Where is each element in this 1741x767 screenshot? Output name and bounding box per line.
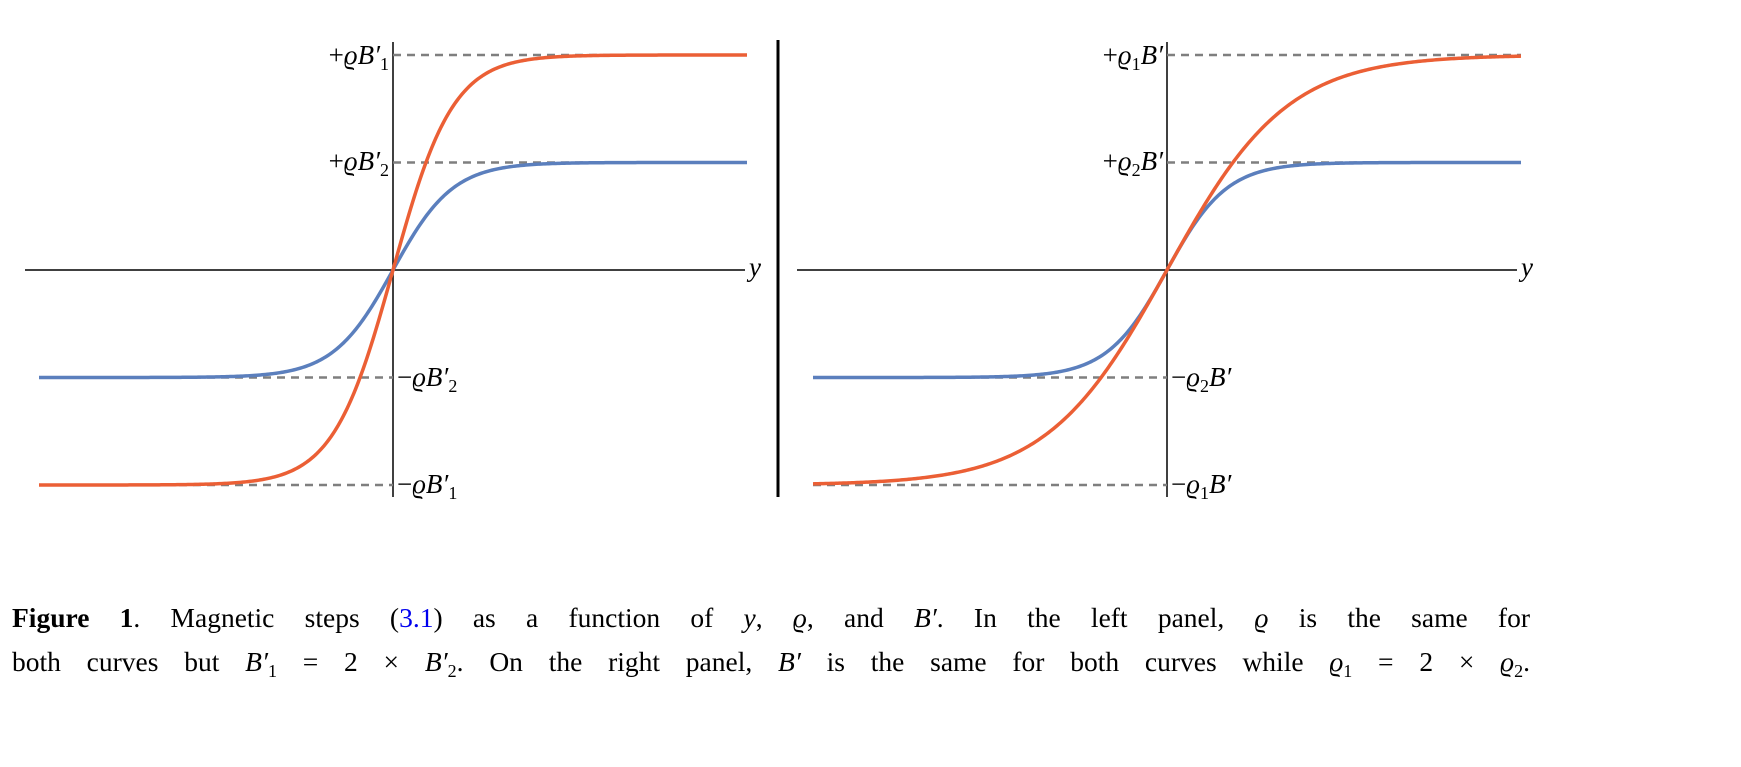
caption-label: Figure 1 <box>12 602 134 633</box>
text-fragment: B′ <box>1208 362 1232 392</box>
text-fragment: . <box>1523 646 1530 677</box>
text-fragment: ϱ <box>1117 40 1132 70</box>
text-fragment: B′ <box>1140 40 1163 70</box>
text-fragment: − <box>397 469 413 499</box>
figure-caption: Figure 1. Magnetic steps (3.1) as a func… <box>12 596 1530 684</box>
text-fragment: = 2 × <box>1352 646 1501 677</box>
label-right-pos2: +ϱ2B′ <box>1102 146 1163 180</box>
text-fragment: . In the left panel, <box>936 602 1255 633</box>
text-fragment: ϱ <box>1329 646 1344 677</box>
series-curve <box>39 53 747 487</box>
text-fragment: ϱB′ <box>343 40 380 70</box>
text-fragment: is the same for both curves while <box>800 646 1330 677</box>
text-fragment: 2 <box>448 376 458 396</box>
text-fragment: y <box>743 602 756 633</box>
text-fragment: − <box>1171 469 1187 499</box>
text-fragment: ϱB′ <box>412 469 449 499</box>
caption-line-2: both curves but B′1 = 2 × B′2. On the ri… <box>12 640 1530 684</box>
text-fragment: both curves but <box>12 646 246 677</box>
text-fragment: + <box>1102 146 1118 176</box>
text-fragment: ) as a function of <box>433 602 744 633</box>
text-fragment: . On the right panel, <box>456 646 779 677</box>
text-fragment: y <box>749 252 761 282</box>
text-fragment: + <box>1102 40 1118 70</box>
text-fragment: 1 <box>267 661 277 681</box>
label-right-neg2: −ϱ2B′ <box>1171 362 1232 396</box>
label-right-neg1: −ϱ1B′ <box>1171 469 1232 503</box>
text-fragment: ϱB′ <box>412 362 449 392</box>
label-left-neg2: −ϱB′2 <box>397 362 457 396</box>
text-fragment: , and <box>806 602 914 633</box>
series-curve <box>812 54 1522 486</box>
text-fragment: B′ <box>245 646 268 677</box>
text-fragment: B′ <box>424 646 448 677</box>
text-fragment: ϱB′ <box>343 146 380 176</box>
label-left-neg1: −ϱB′1 <box>397 469 457 503</box>
text-fragment: + <box>328 40 344 70</box>
text-fragment: B′ <box>1208 469 1232 499</box>
text-fragment: 1 <box>448 483 458 503</box>
label-left-pos1: +ϱB′1 <box>328 40 389 74</box>
text-fragment: − <box>1171 362 1187 392</box>
text-fragment: 2 <box>447 661 457 681</box>
label-left-axis: y <box>749 254 761 281</box>
equation-link[interactable]: 3.1 <box>399 602 434 633</box>
text-fragment: ϱ <box>792 602 807 633</box>
text-fragment: ϱ <box>1254 602 1269 633</box>
text-fragment: B′ <box>913 602 937 633</box>
text-fragment: + <box>328 146 344 176</box>
text-fragment: ϱ <box>1186 469 1200 499</box>
text-fragment: B′ <box>778 646 801 677</box>
text-fragment: 1 <box>380 54 389 74</box>
text-fragment: . Magnetic steps ( <box>133 602 400 633</box>
label-right-pos1: +ϱ1B′ <box>1102 40 1163 74</box>
text-fragment: , <box>755 602 793 633</box>
left-panel <box>25 42 747 497</box>
text-fragment: y <box>1521 252 1533 282</box>
text-fragment: 2 <box>380 160 389 180</box>
text-fragment: ϱ <box>1500 646 1515 677</box>
label-right-axis: y <box>1521 254 1533 281</box>
text-fragment: 2 <box>1131 160 1141 180</box>
text-fragment: B′ <box>1140 146 1163 176</box>
caption-line-1: Figure 1. Magnetic steps (3.1) as a func… <box>12 596 1530 640</box>
text-fragment: 1 <box>1199 483 1209 503</box>
text-fragment: 1 <box>1343 661 1353 681</box>
label-left-pos2: +ϱB′2 <box>328 146 389 180</box>
text-fragment: is the same for <box>1268 602 1530 633</box>
right-panel <box>797 42 1522 497</box>
text-fragment: 2 <box>1199 376 1209 396</box>
text-fragment: ϱ <box>1117 146 1132 176</box>
text-fragment: ϱ <box>1186 362 1200 392</box>
text-fragment: − <box>397 362 413 392</box>
text-fragment: 2 <box>1514 661 1524 681</box>
text-fragment: = 2 × <box>276 646 425 677</box>
text-fragment: 1 <box>1131 54 1141 74</box>
